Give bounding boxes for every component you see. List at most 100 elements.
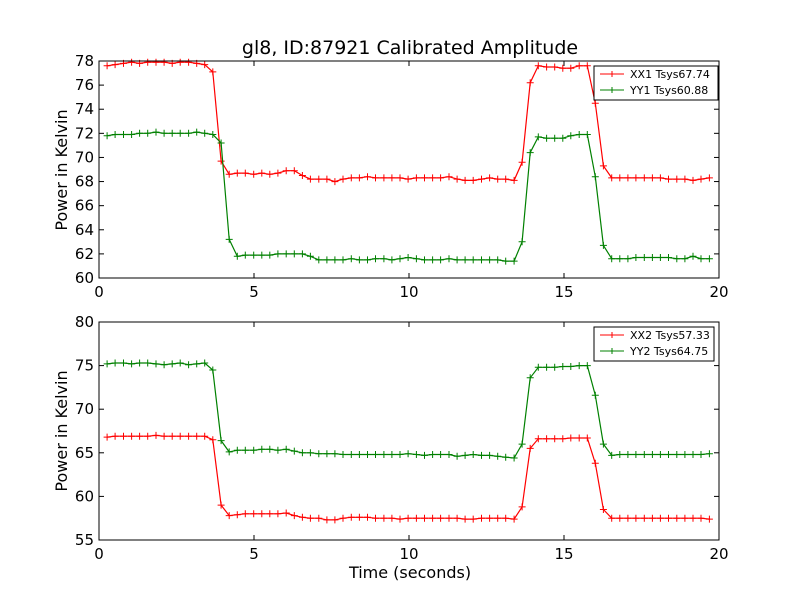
top-series-2-point xyxy=(193,128,201,136)
top-ytick-label: 70 xyxy=(75,148,94,166)
top-series-2-point xyxy=(282,250,290,258)
bottom-legend-label-yy2: YY2 Tsys64.75 xyxy=(629,345,708,358)
bottom-series-2-point xyxy=(176,359,184,367)
top-series-2-point xyxy=(494,256,502,264)
bottom-series-2-point xyxy=(478,451,485,459)
top-series-2-point xyxy=(624,255,632,263)
bottom-series-1-point xyxy=(298,513,306,521)
bottom-series-1-point xyxy=(543,435,551,443)
top-series-1-point xyxy=(266,170,274,178)
bottom-series-2-point xyxy=(225,448,233,456)
top-series-1-point xyxy=(315,175,323,183)
top-series-2-point xyxy=(591,173,599,181)
bottom-series-1-point xyxy=(697,514,705,522)
bottom-ytick-label: 75 xyxy=(75,357,94,375)
bottom-series-2-point xyxy=(331,450,339,458)
bottom-series-2-point xyxy=(412,451,420,458)
top-series-2-point xyxy=(412,255,420,263)
bottom-series-1-point xyxy=(608,514,616,522)
bottom-series-2-point xyxy=(583,362,591,370)
top-series-1-point xyxy=(250,170,258,178)
bottom-series-1-point xyxy=(673,514,681,522)
bottom-series-1-point xyxy=(258,510,266,518)
top-series-1-point xyxy=(282,167,290,175)
bottom-series-2-point xyxy=(648,451,656,458)
top-xtick-label: 0 xyxy=(94,283,104,301)
top-series-1-point xyxy=(518,158,526,166)
top-series-1-point xyxy=(241,169,249,177)
bottom-series-2-point xyxy=(543,363,551,371)
bottom-legend: XX2 Tsys57.33 YY2 Tsys64.75 xyxy=(593,326,715,362)
bottom-series-2-point xyxy=(656,451,664,458)
bottom-legend-label-xx2: XX2 Tsys57.33 xyxy=(630,329,710,342)
bottom-series-1-point xyxy=(152,431,160,439)
bottom-series-2-point xyxy=(193,360,201,368)
top-legend-box xyxy=(593,65,719,101)
top-series-1-point xyxy=(144,58,152,66)
bottom-series-1-point xyxy=(705,515,713,523)
top-series-2-point xyxy=(599,241,607,249)
bottom-series-2-point xyxy=(241,446,249,454)
top-ylabel: Power in Kelvin xyxy=(52,109,71,230)
bottom-series-1-point xyxy=(412,514,420,522)
bottom-series-1-point xyxy=(453,514,461,522)
top-series-1-point xyxy=(673,175,681,183)
top-series-2-point xyxy=(526,149,534,157)
bottom-series-1-point xyxy=(225,512,233,520)
top-series-2-point xyxy=(136,129,144,137)
bottom-series-2-point xyxy=(640,451,648,458)
top-series-1-point xyxy=(306,175,314,183)
bottom-series-1-point xyxy=(575,434,583,442)
top-series-2-point xyxy=(306,252,314,260)
top-series-1-point xyxy=(599,162,607,170)
bottom-series-2-point xyxy=(599,440,607,448)
bottom-xtick-label: 0 xyxy=(94,545,104,563)
bottom-series-2-point xyxy=(673,451,681,458)
bottom-series-1-point xyxy=(526,444,534,452)
bottom-series-1-point xyxy=(136,432,144,440)
top-series-1-point xyxy=(567,64,575,72)
top-series-1-point xyxy=(152,58,160,66)
top-xtick-label: 20 xyxy=(709,283,728,301)
top-series-2-point xyxy=(185,129,193,137)
top-ytick-label: 78 xyxy=(75,52,94,70)
top-series-1-point xyxy=(258,169,266,177)
bottom-legend-marker-yy2 xyxy=(609,348,615,354)
bottom-series-2-point xyxy=(551,363,559,371)
top-series-2-point xyxy=(616,255,624,263)
bottom-series-2-point xyxy=(111,359,119,367)
bottom-series-1-point xyxy=(176,432,184,440)
bottom-series-2-point xyxy=(697,451,705,458)
bottom-series-2-point xyxy=(282,445,290,453)
bottom-series-1-point xyxy=(510,515,518,523)
top-series-2-point xyxy=(518,238,526,246)
top-series-2-point xyxy=(274,250,282,258)
top-series-1-point xyxy=(469,176,477,184)
bottom-series-2-point xyxy=(103,360,111,368)
top-xtick-label: 5 xyxy=(249,283,259,301)
bottom-series-1-point xyxy=(266,510,274,518)
bottom-plot-area: 0 5 10 15 20 55 60 65 70 75 80 xyxy=(75,313,729,563)
bottom-series-1-point xyxy=(583,434,591,442)
top-ytick-label: 60 xyxy=(75,269,94,287)
top-series-1-point xyxy=(486,174,494,182)
top-series-1-point xyxy=(388,174,396,182)
top-series-2-point xyxy=(640,254,648,261)
bottom-series-2-point xyxy=(486,451,494,459)
bottom-series-2-point xyxy=(290,447,298,455)
bottom-series-1-point xyxy=(201,432,209,440)
bottom-series-1-point xyxy=(486,514,494,522)
bottom-xtick-label: 20 xyxy=(709,545,728,563)
bottom-series-2-point xyxy=(421,451,428,459)
bottom-series-2-point xyxy=(567,363,575,370)
bottom-series-2-point xyxy=(616,451,624,458)
bottom-series-2-point xyxy=(510,454,518,462)
bottom-series-1-point xyxy=(274,510,282,518)
top-series-2-point xyxy=(380,255,388,263)
top-series-2-point xyxy=(445,255,453,263)
bottom-series-1-point xyxy=(421,514,428,522)
bottom-ytick-label: 55 xyxy=(75,531,94,549)
top-series-2-point xyxy=(120,131,127,138)
bottom-xtick-label: 10 xyxy=(399,545,418,563)
